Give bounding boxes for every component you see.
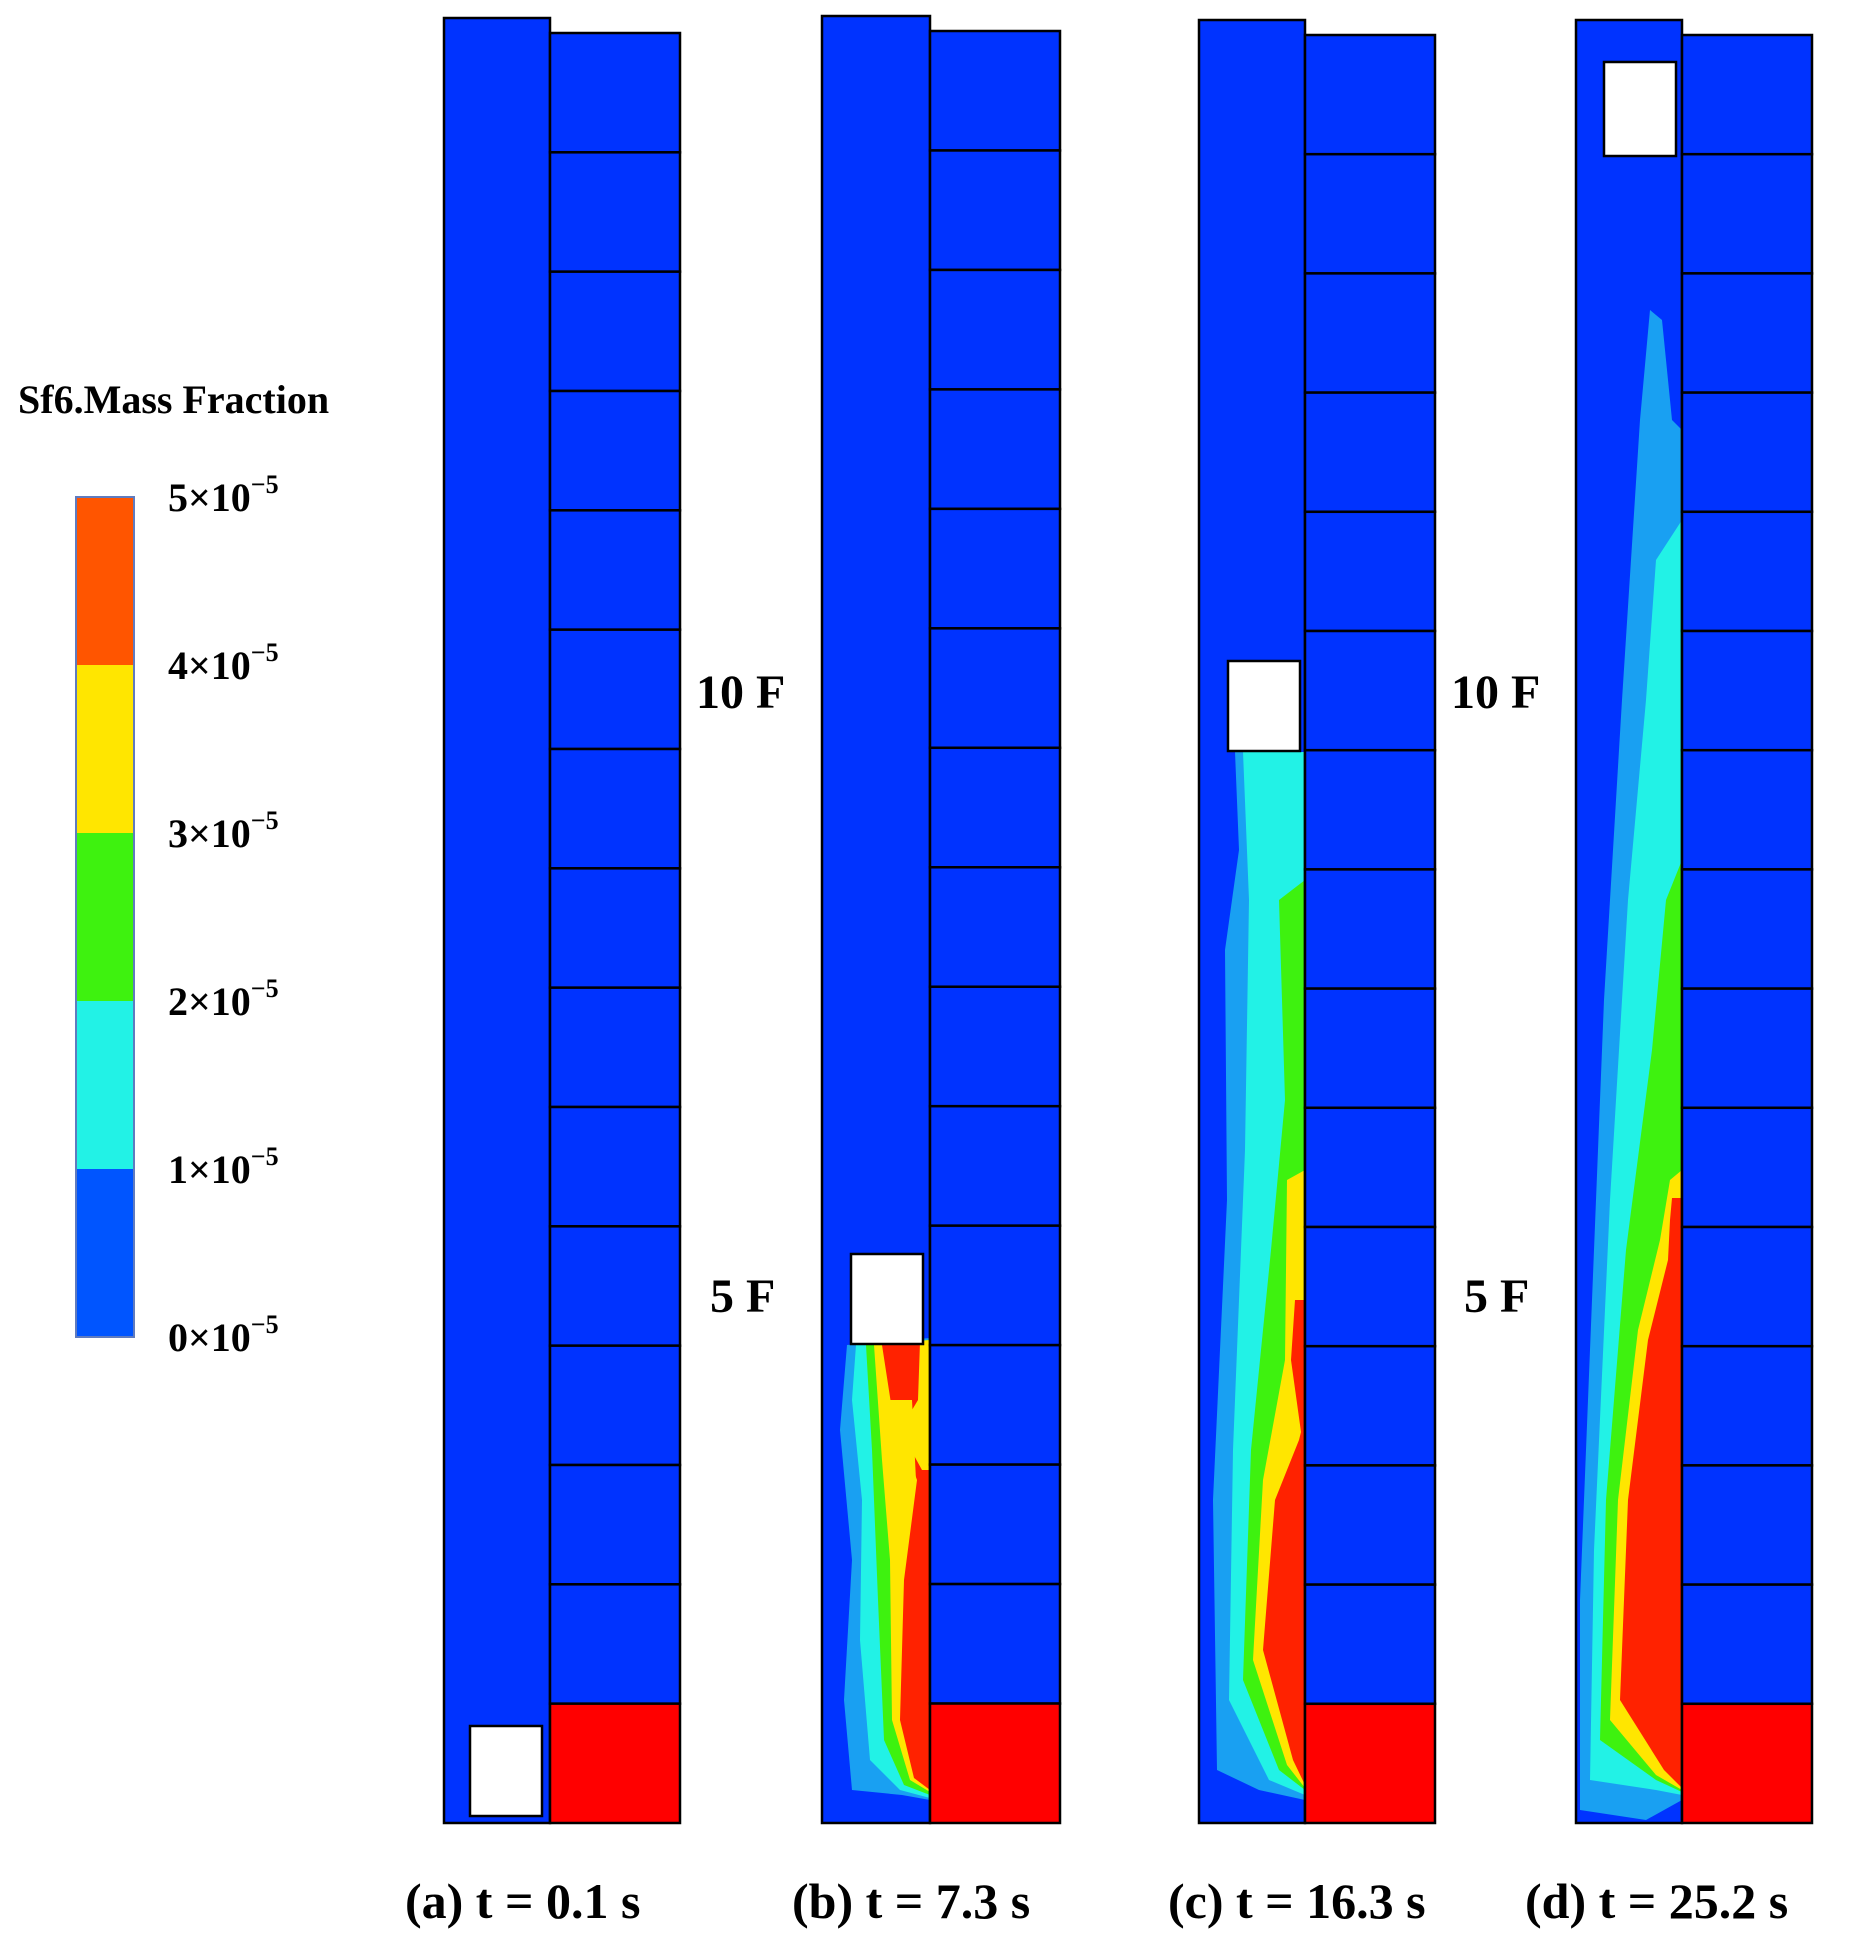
floor-cell-c [1303, 33, 1437, 156]
colorbar-band-2 [76, 833, 134, 1001]
floor-cell-a [548, 1225, 682, 1347]
source-floor-a [548, 1702, 682, 1825]
floor-cell-c [1303, 1583, 1437, 1706]
source-floor-c [1303, 1702, 1437, 1825]
floor-cell-c [1303, 1106, 1437, 1229]
floor-cell-d [1680, 868, 1814, 990]
caption-b: (b) t = 7.3 s [792, 1873, 1030, 1929]
floor-cell-b [928, 985, 1062, 1108]
plume-contour-d-4 [1620, 1198, 1682, 1788]
floor-cell-a [548, 389, 682, 512]
floor-cell-d [1680, 1344, 1814, 1467]
floor-cell-a [548, 867, 682, 989]
colorbar-frame [75, 496, 135, 1338]
floor-label-10f-right: 10 F [1451, 666, 1540, 719]
panels [442, 14, 1814, 1825]
floor-cell-c [1303, 987, 1437, 1110]
panel-d [1574, 18, 1814, 1825]
colorbar-ticks: 5×10−5 4×10−5 3×10−5 2×10−5 1×10−5 0×10−5 [168, 470, 279, 1360]
shaft-a [444, 18, 550, 1823]
colorbar-tick-label: 3×10−5 [168, 806, 279, 856]
plume-contour-b-5 [882, 1400, 916, 1480]
floor-cell-d [1680, 391, 1814, 514]
floor-cell-b [928, 1343, 1062, 1466]
floor-cell-c [1303, 1464, 1437, 1586]
floor-cell-a [548, 31, 682, 154]
floor-cell-d [1680, 1225, 1814, 1348]
source-floor-b [928, 1702, 1062, 1825]
floor-label-5f-left: 5 F [710, 1270, 775, 1323]
floor-cell-c [1303, 1344, 1437, 1467]
floor-cell-c [1303, 391, 1437, 514]
elevator-car-c [1226, 659, 1302, 753]
floor-cell-d [1680, 987, 1814, 1110]
floor-cell-d [1680, 748, 1814, 871]
colorbar-tick-label: 1×10−5 [168, 1142, 279, 1192]
floor-cell-a [548, 747, 682, 870]
floor-cell-a [548, 270, 682, 393]
floor-cell-d [1680, 152, 1814, 275]
floor-cell-d [1680, 33, 1814, 156]
floor-cell-b [928, 627, 1062, 750]
colorbar-tick-label: 0×10−5 [168, 1310, 279, 1360]
floor-cell-c [1303, 152, 1437, 275]
floor-cell-c [1303, 868, 1437, 990]
floor-cell-b [928, 746, 1062, 869]
floor-cell-c [1303, 510, 1437, 633]
elevator-car-a [468, 1724, 544, 1818]
colorbar-legend: Sf6.Mass Fraction 5×10−5 4×10−5 3×10−5 2×10… [18, 377, 329, 1360]
floor-cell-b [928, 388, 1062, 511]
plume-contour-c-4 [1263, 1300, 1305, 1785]
elevator-car-b [849, 1252, 925, 1346]
colorbar [75, 496, 135, 1338]
floor-cell-b [928, 1463, 1062, 1586]
floor-cell-a [548, 986, 682, 1109]
panel-a [442, 16, 682, 1825]
colorbar-band-4 [76, 1169, 134, 1337]
floor-cell-b [928, 268, 1062, 391]
floor-cell-a [548, 628, 682, 751]
floor-cell-b [928, 149, 1062, 272]
floor-cell-b [928, 507, 1062, 630]
floor-cell-a [548, 1583, 682, 1705]
floor-cell-a [548, 1463, 682, 1586]
floor-cell-d [1680, 1464, 1814, 1586]
elevator-car-d [1602, 60, 1678, 158]
floor-cell-d [1680, 629, 1814, 752]
colorbar-tick-label: 4×10−5 [168, 638, 279, 688]
caption-d: (d) t = 25.2 s [1525, 1873, 1788, 1929]
source-floor-d [1680, 1702, 1814, 1825]
floor-cell-a [548, 509, 682, 631]
panel-c [1197, 18, 1437, 1825]
colorbar-band-0 [76, 497, 134, 665]
floor-label-5f-right: 5 F [1464, 1270, 1529, 1323]
floor-cell-c [1303, 748, 1437, 871]
floor-cell-c [1303, 629, 1437, 752]
floor-label-10f-left: 10 F [696, 666, 785, 719]
panel-b [820, 14, 1062, 1825]
floor-cell-d [1680, 1106, 1814, 1229]
floor-cell-b [928, 1104, 1062, 1227]
floor-cell-b [928, 1582, 1062, 1705]
floor-cell-a [548, 1105, 682, 1228]
plume-contour-b-4 [882, 1342, 930, 1790]
caption-c: (c) t = 16.3 s [1168, 1873, 1426, 1929]
floor-cell-a [548, 151, 682, 273]
colorbar-band-3 [76, 1001, 134, 1169]
colorbar-band-1 [76, 665, 134, 833]
colorbar-tick-label: 2×10−5 [168, 974, 279, 1024]
floor-cell-c [1303, 1225, 1437, 1348]
legend-title: Sf6.Mass Fraction [18, 377, 329, 422]
floor-cell-b [928, 1224, 1062, 1347]
floor-cell-b [928, 866, 1062, 988]
floor-cell-a [548, 1344, 682, 1467]
floor-cell-d [1680, 272, 1814, 394]
floor-cell-c [1303, 272, 1437, 394]
floor-cell-d [1680, 510, 1814, 633]
colorbar-tick-label: 5×10−5 [168, 470, 279, 520]
caption-a: (a) t = 0.1 s [405, 1873, 640, 1929]
floor-cell-d [1680, 1583, 1814, 1706]
floor-cell-b [928, 29, 1062, 152]
